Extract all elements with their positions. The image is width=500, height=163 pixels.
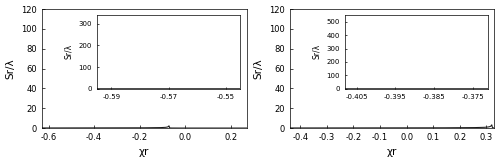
X-axis label: χr: χr [139,148,149,157]
Y-axis label: Sr/λ: Sr/λ [254,58,264,79]
Y-axis label: Sr/λ: Sr/λ [6,58,16,79]
X-axis label: χr: χr [387,148,397,157]
